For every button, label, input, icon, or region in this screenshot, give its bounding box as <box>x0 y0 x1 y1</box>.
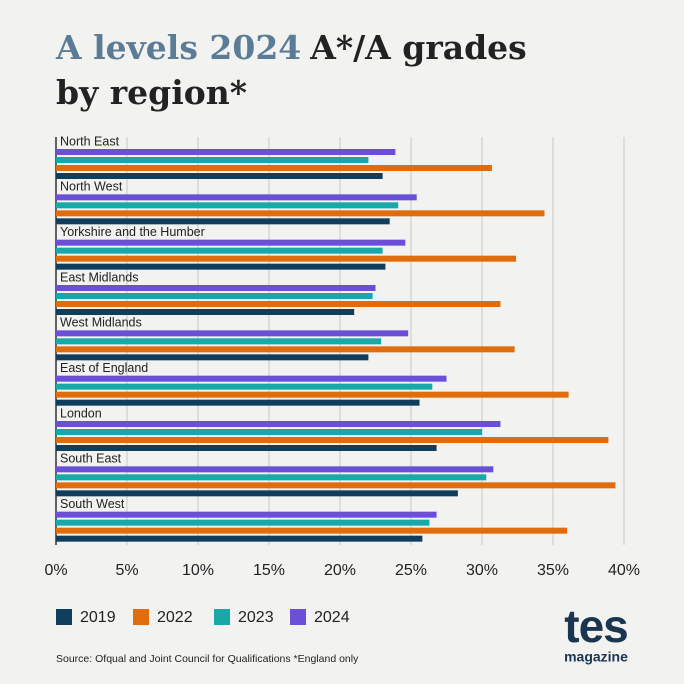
legend-label: 2023 <box>238 609 274 626</box>
bar <box>56 301 501 307</box>
legend-label: 2022 <box>157 609 193 626</box>
legend-swatch <box>56 609 72 625</box>
bar <box>56 474 487 481</box>
bar <box>56 285 376 291</box>
logo-sub: magazine <box>564 649 628 665</box>
bar <box>56 309 355 315</box>
category-label: East Midlands <box>60 270 139 284</box>
x-tick-label: 35% <box>537 562 569 579</box>
bar <box>56 511 437 518</box>
x-tick-label: 10% <box>182 562 214 579</box>
legend-swatch <box>290 609 306 625</box>
category-label: South West <box>60 497 125 511</box>
legend-label: 2019 <box>80 609 116 626</box>
bar <box>56 519 430 526</box>
bar <box>56 527 568 534</box>
category-label: North East <box>60 134 120 148</box>
bar <box>56 429 482 435</box>
category-label: Yorkshire and the Humber <box>60 225 205 239</box>
legend-swatch <box>214 609 230 625</box>
x-tick-label: 5% <box>115 562 138 579</box>
bar <box>56 346 515 353</box>
chart-title: A levels 2024 A*/A grades <box>55 28 527 67</box>
chart-title-line2: by region* <box>56 73 247 112</box>
source: Source: Ofqual and Joint Council for Qua… <box>56 653 359 665</box>
bar <box>56 194 417 201</box>
x-tick-label: 15% <box>253 562 285 579</box>
bar <box>56 218 390 225</box>
bar <box>56 445 437 451</box>
category-label: South East <box>60 452 122 466</box>
bar <box>56 391 569 398</box>
bar <box>56 330 409 337</box>
title-highlight: A levels 2024 <box>55 28 301 67</box>
bar <box>56 338 382 345</box>
bar <box>56 255 517 262</box>
title-rest: A*/A grades <box>309 28 527 67</box>
bar <box>56 383 433 390</box>
bar <box>56 354 369 361</box>
bar <box>56 173 383 179</box>
category-label: West Midlands <box>60 316 142 330</box>
logo: tes <box>564 600 627 652</box>
x-tick-label: 20% <box>324 562 356 579</box>
legend-label: 2024 <box>314 609 350 626</box>
bar <box>56 293 373 299</box>
bar <box>56 535 423 542</box>
bar <box>56 239 406 246</box>
bar <box>56 149 396 155</box>
x-tick-label: 0% <box>44 562 67 579</box>
bar <box>56 482 616 489</box>
bar <box>56 399 420 406</box>
bar <box>56 210 545 217</box>
bar <box>56 421 501 427</box>
category-label: North West <box>60 180 123 194</box>
bar <box>56 490 458 497</box>
legend-swatch <box>133 609 149 625</box>
bar <box>56 165 492 171</box>
x-tick-label: 40% <box>608 562 640 579</box>
bar <box>56 375 447 382</box>
x-tick-label: 25% <box>395 562 427 579</box>
bar <box>56 247 383 254</box>
category-label: London <box>60 406 102 420</box>
bar <box>56 157 369 163</box>
bar <box>56 437 609 443</box>
x-tick-label: 30% <box>466 562 498 579</box>
bar <box>56 202 399 209</box>
category-label: East of England <box>60 361 148 375</box>
bar <box>56 466 494 473</box>
bar <box>56 263 386 270</box>
